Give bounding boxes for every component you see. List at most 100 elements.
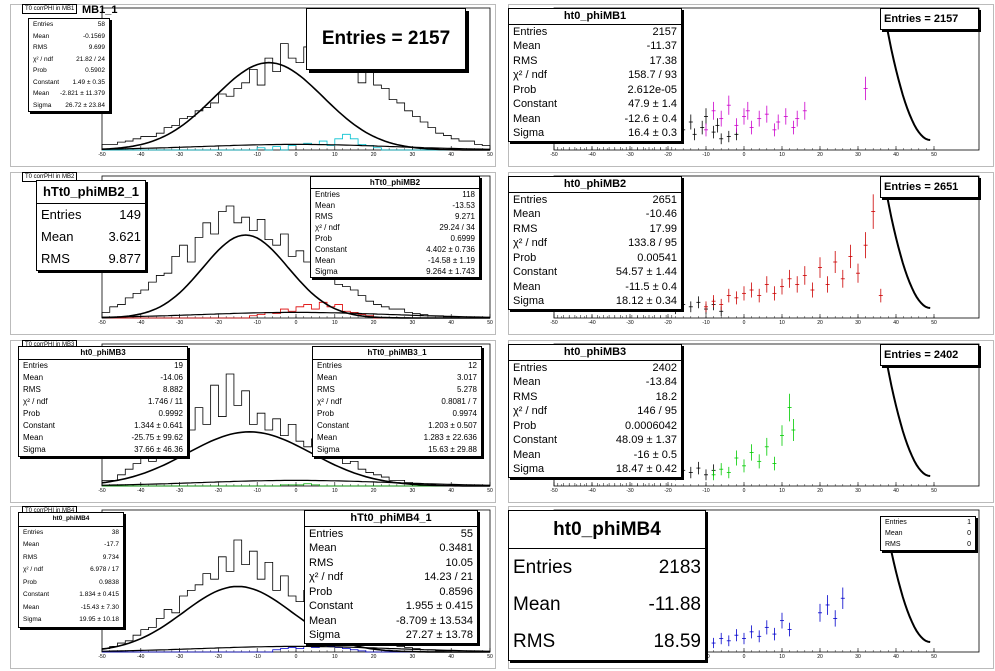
x-tick-label: 20 <box>371 320 377 326</box>
x-tick-label: 30 <box>855 654 861 660</box>
gaussian-fit-overlay <box>102 479 490 486</box>
x-tick-label: -30 <box>176 654 183 660</box>
stats-value: 1.283 ± 22.636 <box>423 433 477 442</box>
stats-title: ht0_phiMB2 <box>509 177 681 193</box>
pad-border <box>10 172 496 335</box>
stats-label: Entries <box>885 519 907 526</box>
stats-label: Prob <box>513 251 537 264</box>
stats-value: 10.05 <box>445 556 473 569</box>
x-tick-label: -10 <box>702 320 709 326</box>
stats-row: Constant 4.402 ± 0.736 <box>311 244 479 255</box>
stats-label: Constant <box>23 591 50 598</box>
entries-box: Entries = 2157 <box>306 8 466 70</box>
stats-value: 55 <box>460 527 473 540</box>
x-tick-label: 0 <box>743 488 746 494</box>
stats-label: Entries <box>317 361 342 370</box>
stats-value: 118 <box>462 190 475 199</box>
stats-row: χ² / ndf 6.978 / 17 <box>19 564 123 577</box>
stats-value: -2.821 ± 11.379 <box>59 90 105 97</box>
stats-label: RMS <box>41 251 70 266</box>
stats-value: 1.203 ± 0.507 <box>428 421 477 430</box>
stats-box: ht0_phiMB1 Entries 2157 Mean -11.37 RMS 17.38 χ… <box>508 8 682 142</box>
x-tick-label: -50 <box>550 320 557 326</box>
stats-value: 19.95 ± 10.18 <box>79 616 119 623</box>
histogram-pad-p3: -50 -40 -30 -20 -10 0 10 20 30 40 50 T0 corrPHI in … <box>10 172 496 337</box>
gaussian-fit <box>101 61 490 151</box>
stats-row: Mean -11.88 <box>509 586 705 623</box>
stats-value: 0.9838 <box>99 578 119 586</box>
stats-row: Mean -2.821 ± 11.379 <box>29 88 109 100</box>
pad-border <box>10 506 496 669</box>
plot-svg: -50 -40 -30 -20 -10 0 10 20 30 40 50 <box>10 506 496 669</box>
stats-row: Sigma 19.95 ± 10.18 <box>19 614 123 627</box>
stats-value: 18.12 ± 0.34 <box>615 295 677 307</box>
stats-label: RMS <box>317 385 335 394</box>
x-tick-label: -40 <box>588 320 595 326</box>
histogram-pad-p6: -50 -40 -30 -20 -10 0 10 20 30 40 50 ht0_phiMB3 Entr… <box>508 340 994 505</box>
plot-svg: -50 -40 -30 -20 -10 0 10 20 30 40 50 <box>10 340 496 503</box>
stats-value: 146 / 95 <box>637 405 677 417</box>
stats-value: 8.882 <box>162 385 183 394</box>
x-tick-label: 30 <box>855 152 861 158</box>
x-tick-label: -50 <box>98 488 105 494</box>
stats-label: Entries <box>23 361 48 370</box>
stats-box: hTt0_phiMB4_1 Entries 55 Mean 0.3481 RMS 10.05… <box>304 510 478 644</box>
stats-label: Constant <box>309 600 354 612</box>
stats-value: 0.9992 <box>158 409 183 418</box>
stats-value: 149 <box>119 207 141 222</box>
x-tick-label: -30 <box>626 152 633 158</box>
stats-value: 9.734 <box>102 553 119 561</box>
histogram-overlay <box>102 483 490 487</box>
x-tick-label: -10 <box>702 152 709 158</box>
stats-value: 16.4 ± 0.3 <box>628 127 677 139</box>
stats-label: RMS <box>513 54 538 67</box>
stats-row: RMS 8.882 <box>19 384 187 396</box>
stats-box: ht0_phiMB3 Entries 19 Mean -14.06 RMS 8.882 χ² … <box>18 346 188 457</box>
stats-value: -13.53 <box>452 201 475 210</box>
stats-row: Entries 12 <box>313 360 481 372</box>
x-tick-label: 30 <box>410 320 416 326</box>
stats-row: Constant 1.344 ± 0.641 <box>19 420 187 432</box>
x-tick-label: 50 <box>487 488 493 494</box>
stats-label: Mean <box>33 32 50 40</box>
stats-row: Mean -25.75 ± 99.62 <box>19 432 187 444</box>
stats-label: Entries <box>315 190 340 199</box>
stats-value: 21.82 / 24 <box>76 55 105 63</box>
stats-row: Mean -11.5 ± 0.4 <box>509 280 681 295</box>
x-tick-label: 40 <box>448 320 454 326</box>
x-tick-label: -40 <box>137 488 144 494</box>
x-tick-label: -20 <box>664 152 671 158</box>
stats-label: RMS <box>23 385 41 394</box>
stats-row: Entries 2183 <box>509 549 705 586</box>
stats-value: 1.49 ± 0.35 <box>72 78 105 86</box>
stats-row: Sigma 9.264 ± 1.743 <box>311 266 479 277</box>
stats-value: 1.344 ± 0.641 <box>134 421 183 430</box>
stats-row: χ² / ndf 14.23 / 21 <box>305 570 477 585</box>
stats-row: Mean 0.3481 <box>305 541 477 556</box>
x-tick-label: 20 <box>817 654 823 660</box>
plot-svg: -50 -40 -30 -20 -10 0 10 20 30 40 50 <box>508 172 994 335</box>
stats-row: Prob 0.5902 <box>29 65 109 77</box>
stats-row: χ² / ndf 158.7 / 93 <box>509 68 681 83</box>
x-tick-label: 40 <box>448 654 454 660</box>
histogram-pad-p7: -50 -40 -30 -20 -10 0 10 20 30 40 50 T0 corrPHI in … <box>10 506 496 671</box>
x-tick-label: 20 <box>817 488 823 494</box>
stats-value: 2402 <box>652 361 677 374</box>
x-tick-label: -10 <box>254 152 261 158</box>
stats-label: Prob <box>315 234 332 243</box>
stats-box: hTt0_phiMB2 Entries 118 Mean -13.53 RMS 9.271 χ… <box>310 176 480 278</box>
x-tick-label: 0 <box>295 654 298 660</box>
stats-row: RMS 9.877 <box>37 248 145 270</box>
stats-row: Prob 0.9992 <box>19 408 187 420</box>
stats-row: Mean -17.7 <box>19 539 123 552</box>
stats-label: Prob <box>33 67 47 74</box>
gaussian-fit <box>101 234 490 319</box>
pad-tag: T0 corrPHI in MB1 <box>22 4 78 14</box>
stats-row: χ² / ndf 0.8081 / 7 <box>313 396 481 408</box>
stats-value: 2.612e-05 <box>627 83 677 96</box>
x-tick-label: 20 <box>371 152 377 158</box>
stats-label: Sigma <box>513 463 545 475</box>
stats-value: -17.7 <box>104 541 119 548</box>
stats-label: Mean <box>513 40 541 52</box>
stats-label: RMS <box>315 212 333 221</box>
